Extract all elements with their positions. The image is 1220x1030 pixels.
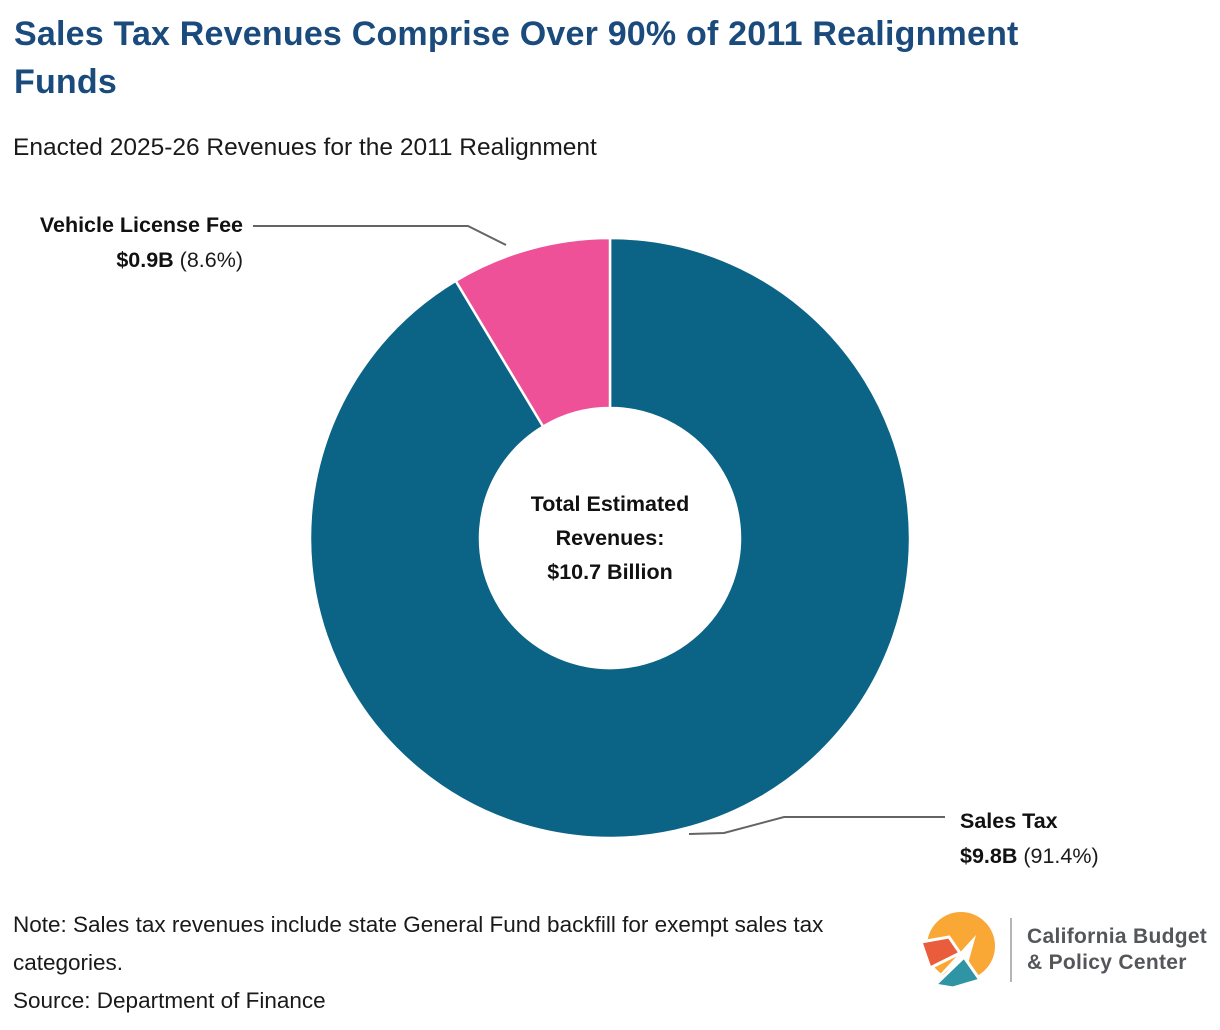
logo-arrow-cutout [923,935,976,992]
sales-tax-value: $9.8B [960,844,1018,868]
slice-vehicle-license-fee [454,236,612,428]
chart-title: Sales Tax Revenues Comprise Over 90% of … [14,15,1019,101]
org-name-line2: & Policy Center [1027,951,1187,974]
chart-source: Source: Department of Finance [13,988,326,1013]
vlf-leader-line [253,225,507,246]
logo-wedge-teal [931,954,983,990]
sales-tax-percent: (91.4%) [1023,844,1099,868]
donut-center-label: Total Estimated Revenues: $10.7 Billion [485,487,735,589]
vlf-value-line: $0.9B (8.6%) [40,243,243,278]
sales-tax-leader-line [688,816,945,835]
sales-tax-callout: Sales Tax $9.8B (91.4%) [960,804,1099,874]
center-label-line1: Total Estimated [530,492,690,516]
chart-note: Note: Sales tax revenues include state G… [13,912,824,975]
logo-wedge-yellow [927,912,995,980]
chart-subtitle: Enacted 2025-26 Revenues for the 2011 Re… [13,134,597,161]
sales-tax-category-label: Sales Tax [960,809,1058,833]
sales-tax-value-line: $9.8B (91.4%) [960,839,1099,874]
org-logo-mark-icon [919,912,995,992]
org-name: California Budget & Policy Center [1027,924,1207,976]
logo-divider [1010,918,1012,982]
vlf-category-label: Vehicle License Fee [39,213,243,237]
vehicle-license-fee-callout: Vehicle License Fee $0.9B (8.6%) [40,208,243,278]
org-name-line1: California Budget [1027,925,1208,948]
vlf-value: $0.9B [116,248,174,272]
org-logo: California Budget & Policy Center [918,908,1207,992]
vlf-percent: (8.6%) [179,248,243,272]
center-label-line2: Revenues: [555,526,665,550]
center-label-line3: $10.7 Billion [547,560,673,584]
slice-sales-tax [308,236,912,840]
logo-wedge-orange [919,935,963,971]
